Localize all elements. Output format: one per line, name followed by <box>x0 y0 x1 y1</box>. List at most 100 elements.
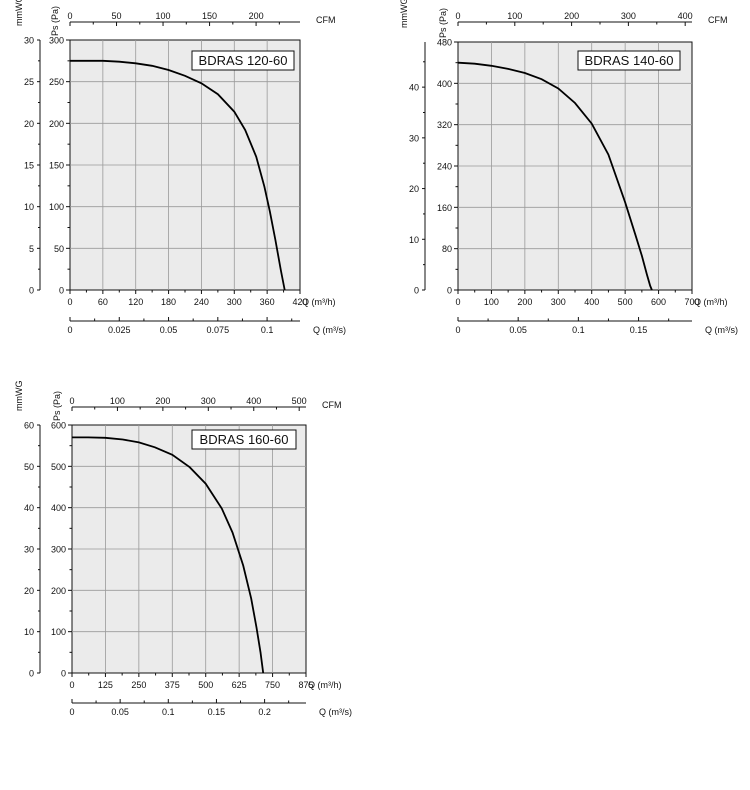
y2-tick-label: 20 <box>24 586 34 596</box>
y2-axis-label: mmWG <box>14 0 24 26</box>
q-m3s-tick-label: 0 <box>69 707 74 717</box>
cfm-axis-label: CFM <box>316 15 336 25</box>
performance-curve <box>72 436 265 674</box>
q-m3s-tick-label: 0.2 <box>258 707 271 717</box>
cfm-tick-label: 400 <box>246 396 261 406</box>
y-tick-label: 600 <box>51 421 66 431</box>
x-tick-label: 300 <box>227 297 242 307</box>
x-tick-label: 375 <box>165 680 180 690</box>
y-tick-label: 100 <box>51 627 66 637</box>
cfm-tick-label: 300 <box>201 396 216 406</box>
y-tick-label: 300 <box>51 545 66 555</box>
y-tick-label: 400 <box>51 503 66 513</box>
x-tick-label: 625 <box>232 680 247 690</box>
x-tick-label: 300 <box>551 297 566 307</box>
x-axis-label: Q (m³/h) <box>694 297 728 307</box>
y2-axis-label: mmWG <box>14 381 24 412</box>
x-tick-label: 360 <box>260 297 275 307</box>
cfm-tick-label: 0 <box>69 396 74 406</box>
y2-tick-label: 0 <box>414 286 419 296</box>
y2-tick-label: 5 <box>29 244 34 254</box>
y2-tick-label: 40 <box>24 503 34 513</box>
model-name-box <box>191 50 295 71</box>
cfm-tick-label: 150 <box>202 11 217 21</box>
q-m3s-tick-label: 0.1 <box>261 325 274 335</box>
q-m3s-axis-label: Q (m³/s) <box>319 707 352 717</box>
y-tick-label: 100 <box>49 202 64 212</box>
model-name-box <box>191 429 297 450</box>
y-tick-label: 240 <box>437 162 452 172</box>
y-tick-label: 150 <box>49 161 64 171</box>
model-name-box <box>577 50 681 71</box>
x-tick-label: 0 <box>69 680 74 690</box>
x-tick-label: 120 <box>128 297 143 307</box>
y2-tick-label: 10 <box>409 235 419 245</box>
q-m3s-tick-label: 0.05 <box>160 325 178 335</box>
x-tick-label: 100 <box>484 297 499 307</box>
x-tick-label: 0 <box>67 297 72 307</box>
performance-curve <box>70 59 286 291</box>
q-m3s-axis-label: Q (m³/s) <box>313 325 346 335</box>
q-m3s-tick-label: 0.15 <box>630 325 648 335</box>
q-m3s-tick-label: 0.15 <box>208 707 226 717</box>
x-tick-label: 180 <box>161 297 176 307</box>
q-m3s-tick-label: 0.05 <box>111 707 129 717</box>
y-tick-label: 320 <box>437 120 452 130</box>
q-m3s-tick-label: 0.025 <box>108 325 131 335</box>
q-m3s-tick-label: 0.05 <box>509 325 527 335</box>
x-tick-label: 500 <box>198 680 213 690</box>
y-tick-label: 500 <box>51 462 66 472</box>
cfm-axis-label: CFM <box>708 15 728 25</box>
model-name: BDRAS 140-60 <box>585 53 674 68</box>
performance-curve <box>457 61 653 291</box>
x-tick-label: 250 <box>131 680 146 690</box>
x-tick-label: 600 <box>651 297 666 307</box>
cfm-tick-label: 500 <box>292 396 307 406</box>
model-name: BDRAS 160-60 <box>200 432 289 447</box>
x-tick-label: 240 <box>194 297 209 307</box>
y-tick-label: 0 <box>447 286 452 296</box>
x-tick-label: 400 <box>584 297 599 307</box>
q-m3s-tick-label: 0.1 <box>572 325 585 335</box>
y2-tick-label: 30 <box>24 545 34 555</box>
y2-tick-label: 10 <box>24 202 34 212</box>
y2-tick-label: 20 <box>24 119 34 129</box>
y-tick-label: 0 <box>59 286 64 296</box>
q-m3s-tick-label: 0.1 <box>162 707 175 717</box>
q-m3s-tick-label: 0 <box>67 325 72 335</box>
y2-tick-label: 0 <box>29 286 34 296</box>
x-tick-label: 500 <box>618 297 633 307</box>
y-axis-label: Ps (Pa) <box>52 391 62 421</box>
cfm-tick-label: 100 <box>156 11 171 21</box>
cfm-tick-label: 0 <box>67 11 72 21</box>
y-tick-label: 200 <box>51 586 66 596</box>
cfm-tick-label: 0 <box>455 11 460 21</box>
cfm-tick-label: 100 <box>110 396 125 406</box>
y2-axis-label: mmWG <box>399 0 409 28</box>
q-m3s-tick-label: 0.075 <box>207 325 230 335</box>
x-tick-label: 700 <box>684 297 699 307</box>
x-tick-label: 125 <box>98 680 113 690</box>
x-tick-label: 0 <box>455 297 460 307</box>
y2-tick-label: 20 <box>409 184 419 194</box>
cfm-tick-label: 50 <box>112 11 122 21</box>
x-tick-label: 60 <box>98 297 108 307</box>
x-tick-label: 875 <box>298 680 313 690</box>
y-tick-label: 50 <box>54 244 64 254</box>
y2-tick-label: 40 <box>409 83 419 93</box>
y2-tick-label: 10 <box>24 627 34 637</box>
y2-tick-label: 50 <box>24 462 34 472</box>
y-tick-label: 480 <box>437 38 452 48</box>
y-tick-label: 160 <box>437 203 452 213</box>
y2-tick-label: 15 <box>24 161 34 171</box>
x-axis-label: Q (m³/h) <box>302 297 336 307</box>
cfm-tick-label: 300 <box>621 11 636 21</box>
y2-tick-label: 30 <box>409 133 419 143</box>
cfm-tick-label: 200 <box>155 396 170 406</box>
y-tick-label: 400 <box>437 79 452 89</box>
q-m3s-axis-label: Q (m³/s) <box>705 325 738 335</box>
